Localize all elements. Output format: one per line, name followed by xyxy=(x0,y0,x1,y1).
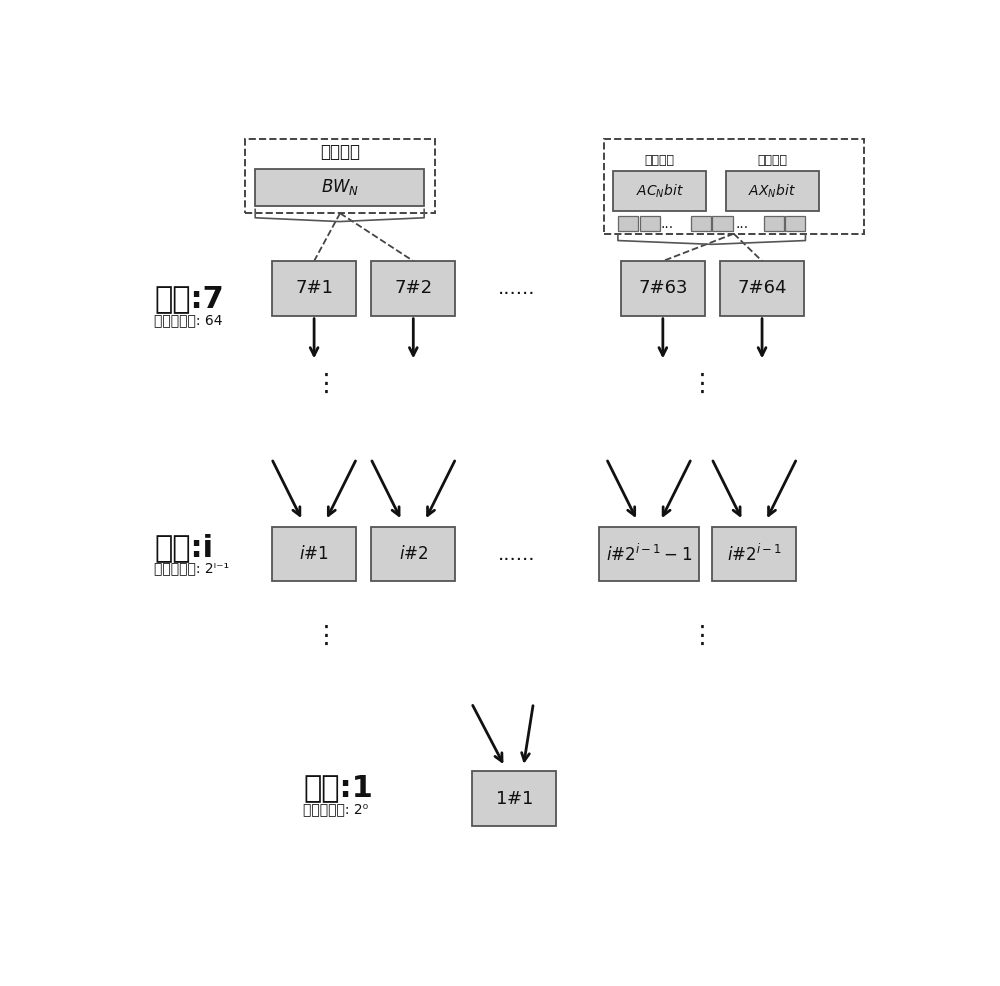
Bar xyxy=(764,216,784,232)
Bar xyxy=(472,771,556,826)
Bar xyxy=(712,527,796,582)
Text: $i\#2^{i-1}-1$: $i\#2^{i-1}-1$ xyxy=(606,543,692,565)
Bar xyxy=(245,139,435,213)
Bar xyxy=(712,216,733,232)
Text: 7#1: 7#1 xyxy=(295,279,333,298)
Bar xyxy=(272,261,356,316)
Text: $i\#1$: $i\#1$ xyxy=(299,545,329,563)
Text: $i\#2$: $i\#2$ xyxy=(399,545,428,563)
Bar xyxy=(691,216,711,232)
Text: 加法器个数: 64: 加法器个数: 64 xyxy=(154,314,223,327)
Bar xyxy=(371,527,455,582)
Bar xyxy=(621,261,705,316)
Text: 7#2: 7#2 xyxy=(394,279,432,298)
Text: 层级:i: 层级:i xyxy=(154,532,214,562)
Text: 加法器个数: 2ᴵ⁻¹: 加法器个数: 2ᴵ⁻¹ xyxy=(154,562,230,576)
Bar xyxy=(726,172,819,211)
Bar xyxy=(255,170,424,206)
Text: $1\#1$: $1\#1$ xyxy=(495,790,533,808)
Text: ......: ...... xyxy=(498,544,535,564)
Text: 精确计算: 精确计算 xyxy=(645,155,675,168)
Bar xyxy=(272,527,356,582)
Text: ⋮: ⋮ xyxy=(690,624,715,648)
Text: 7#63: 7#63 xyxy=(638,279,688,298)
Text: 加法器个数: 2⁰: 加法器个数: 2⁰ xyxy=(303,803,368,816)
Text: ...: ... xyxy=(735,217,748,231)
Text: ......: ...... xyxy=(498,279,535,298)
Text: ...: ... xyxy=(661,217,674,231)
Bar xyxy=(640,216,660,232)
Bar xyxy=(371,261,455,316)
Bar xyxy=(785,216,805,232)
Text: ⋮: ⋮ xyxy=(690,372,715,396)
Text: 近似计算: 近似计算 xyxy=(757,155,787,168)
Bar xyxy=(604,139,864,234)
Text: $BW_N$: $BW_N$ xyxy=(321,177,359,197)
Bar xyxy=(599,527,698,582)
Text: ⋮: ⋮ xyxy=(314,372,339,396)
Text: 层级:1: 层级:1 xyxy=(303,773,373,803)
Text: 层级:7: 层级:7 xyxy=(154,285,224,314)
Text: 7#64: 7#64 xyxy=(737,279,787,298)
Text: $AX_Nbit$: $AX_Nbit$ xyxy=(748,182,796,200)
Text: $AC_Nbit$: $AC_Nbit$ xyxy=(636,182,684,200)
Text: ⋮: ⋮ xyxy=(314,624,339,648)
Text: 位宽大小: 位宽大小 xyxy=(320,143,360,162)
Bar xyxy=(720,261,804,316)
Bar xyxy=(618,216,638,232)
Text: $i\#2^{i-1}$: $i\#2^{i-1}$ xyxy=(727,543,782,565)
Bar xyxy=(613,172,706,211)
